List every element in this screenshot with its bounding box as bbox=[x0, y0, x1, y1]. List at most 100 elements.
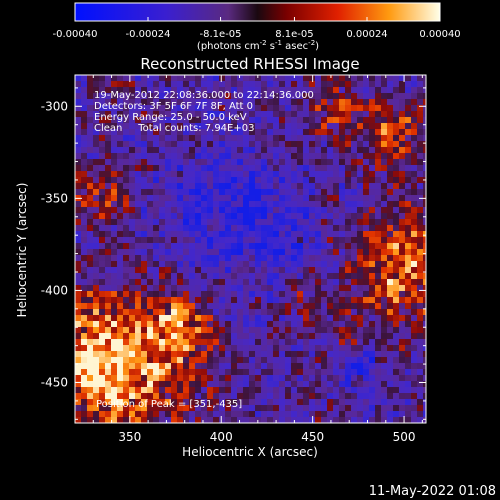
heatmap-cell bbox=[231, 99, 237, 105]
heatmap-cell bbox=[405, 273, 411, 279]
heatmap-cell bbox=[177, 321, 183, 327]
heatmap-cell bbox=[387, 171, 393, 177]
heatmap-cell bbox=[381, 363, 387, 369]
heatmap-cell bbox=[345, 93, 351, 99]
heatmap-cell bbox=[171, 399, 177, 405]
heatmap-cell bbox=[279, 387, 285, 393]
heatmap-cell bbox=[135, 309, 141, 315]
heatmap-cell bbox=[267, 309, 273, 315]
heatmap-cell bbox=[309, 219, 315, 225]
heatmap-cell bbox=[219, 309, 225, 315]
heatmap-cell bbox=[117, 171, 123, 177]
heatmap-cell bbox=[321, 411, 327, 417]
heatmap-cell bbox=[357, 237, 363, 243]
heatmap-cell bbox=[99, 105, 105, 111]
heatmap-cell bbox=[105, 345, 111, 351]
heatmap-cell bbox=[405, 267, 411, 273]
heatmap-cell bbox=[177, 285, 183, 291]
heatmap-cell bbox=[405, 99, 411, 105]
heatmap-cell bbox=[225, 291, 231, 297]
heatmap-cell bbox=[363, 99, 369, 105]
heatmap-cell bbox=[123, 273, 129, 279]
heatmap-cell bbox=[321, 369, 327, 375]
heatmap-cell bbox=[219, 147, 225, 153]
heatmap-cell bbox=[303, 357, 309, 363]
heatmap-cell bbox=[207, 399, 213, 405]
heatmap-cell bbox=[387, 153, 393, 159]
heatmap-cell bbox=[369, 417, 375, 423]
heatmap-cell bbox=[93, 153, 99, 159]
heatmap-cell bbox=[243, 381, 249, 387]
heatmap-cell bbox=[75, 387, 81, 393]
heatmap-cell bbox=[243, 255, 249, 261]
heatmap-cell bbox=[75, 315, 81, 321]
heatmap-cell bbox=[339, 99, 345, 105]
heatmap-cell bbox=[207, 309, 213, 315]
heatmap-cell bbox=[267, 297, 273, 303]
heatmap-cell bbox=[165, 399, 171, 405]
heatmap-cell bbox=[201, 177, 207, 183]
heatmap-cell bbox=[249, 375, 255, 381]
heatmap-cell bbox=[207, 255, 213, 261]
heatmap-cell bbox=[225, 297, 231, 303]
heatmap-cell bbox=[177, 117, 183, 123]
heatmap-cell bbox=[159, 387, 165, 393]
annotation-block: 19-May-2012 22:08:36.000 to 22:14:36.000… bbox=[94, 90, 314, 410]
heatmap-cell bbox=[333, 303, 339, 309]
heatmap-cell bbox=[189, 321, 195, 327]
heatmap-cell bbox=[183, 351, 189, 357]
heatmap-cell bbox=[147, 225, 153, 231]
heatmap-cell bbox=[291, 123, 297, 129]
heatmap-cell bbox=[375, 303, 381, 309]
heatmap-cell bbox=[291, 117, 297, 123]
heatmap-cell bbox=[183, 171, 189, 177]
heatmap-cell bbox=[225, 411, 231, 417]
heatmap-cell bbox=[183, 291, 189, 297]
heatmap-cell bbox=[393, 189, 399, 195]
heatmap-cell bbox=[291, 375, 297, 381]
heatmap-cell bbox=[213, 177, 219, 183]
heatmap-cell bbox=[81, 273, 87, 279]
heatmap-cell bbox=[303, 147, 309, 153]
heatmap-cell bbox=[183, 231, 189, 237]
heatmap-cell bbox=[327, 303, 333, 309]
heatmap-cell bbox=[219, 333, 225, 339]
heatmap-cell bbox=[261, 93, 267, 99]
heatmap-cell bbox=[303, 99, 309, 105]
heatmap-cell bbox=[363, 225, 369, 231]
heatmap-cell bbox=[405, 375, 411, 381]
heatmap-cell bbox=[159, 399, 165, 405]
heatmap-cell bbox=[423, 147, 426, 153]
heatmap-cell bbox=[93, 291, 99, 297]
heatmap-cell bbox=[363, 171, 369, 177]
heatmap-cell bbox=[393, 213, 399, 219]
heatmap-cell bbox=[171, 249, 177, 255]
heatmap-cell bbox=[267, 207, 273, 213]
heatmap-cell bbox=[333, 273, 339, 279]
heatmap-cell bbox=[381, 249, 387, 255]
heatmap-cell bbox=[237, 93, 243, 99]
heatmap-cell bbox=[387, 267, 393, 273]
heatmap-cell bbox=[219, 93, 225, 99]
heatmap-cell bbox=[381, 87, 387, 93]
heatmap-cell bbox=[297, 75, 303, 81]
heatmap-cell bbox=[381, 315, 387, 321]
heatmap-cell bbox=[195, 291, 201, 297]
heatmap-cell bbox=[375, 363, 381, 369]
heatmap-cell bbox=[387, 363, 393, 369]
heatmap-cell bbox=[273, 243, 279, 249]
heatmap-cell bbox=[369, 105, 375, 111]
heatmap-cell bbox=[87, 123, 93, 129]
heatmap-cell bbox=[249, 381, 255, 387]
heatmap-cell bbox=[363, 273, 369, 279]
heatmap-cell bbox=[279, 171, 285, 177]
heatmap-cell bbox=[159, 93, 165, 99]
heatmap-cell bbox=[153, 177, 159, 183]
heatmap-cell bbox=[231, 399, 237, 405]
heatmap-cell bbox=[111, 141, 117, 147]
heatmap-cell bbox=[207, 267, 213, 273]
heatmap-cell bbox=[111, 213, 117, 219]
heatmap-cell bbox=[189, 129, 195, 135]
heatmap-cell bbox=[243, 267, 249, 273]
heatmap-cell bbox=[159, 417, 165, 423]
